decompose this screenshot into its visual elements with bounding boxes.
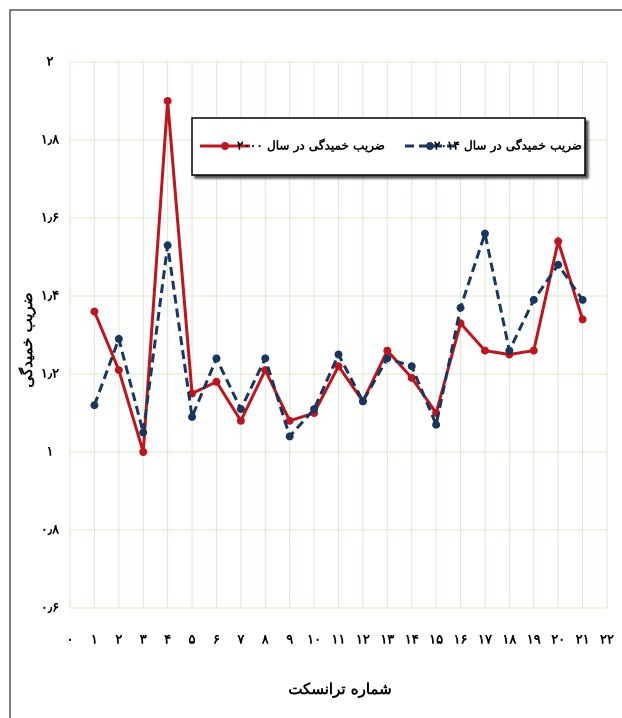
point xyxy=(334,350,343,359)
y-tick-label: ۲ xyxy=(47,55,54,70)
point xyxy=(139,448,148,456)
x-tick-label: ۱۵ xyxy=(429,633,443,648)
point xyxy=(139,428,148,437)
y-tick-label: ۱ xyxy=(47,445,54,460)
point xyxy=(578,315,587,324)
point xyxy=(505,346,514,355)
x-tick-label: ۱۴ xyxy=(405,633,419,648)
point xyxy=(236,416,245,425)
point xyxy=(407,362,416,371)
point xyxy=(480,346,489,355)
legend-label: ضریب خمیدگی در سال ۲۰۰۰ xyxy=(237,138,385,154)
point xyxy=(480,229,489,238)
point xyxy=(236,405,245,414)
point xyxy=(554,237,563,246)
point xyxy=(114,334,123,343)
x-axis-title: شماره ترانسکت xyxy=(288,680,391,698)
point xyxy=(188,412,197,421)
point xyxy=(578,295,587,304)
x-tick-label: ۱۷ xyxy=(478,633,493,648)
point xyxy=(310,405,319,414)
point xyxy=(456,303,465,312)
legend-marker xyxy=(221,142,229,150)
legend-box xyxy=(191,117,586,176)
point xyxy=(383,346,392,355)
x-tick-label: ۱۰ xyxy=(307,633,321,648)
x-tick-label: ۲ xyxy=(115,633,122,648)
point xyxy=(114,366,123,375)
legend-marker xyxy=(426,142,434,150)
x-tick-label: ۱۹ xyxy=(527,633,541,648)
point xyxy=(285,416,294,425)
point xyxy=(383,354,392,363)
x-tick-label: ۱۶ xyxy=(454,633,468,648)
y-axis-title: ضریب خمیدگی xyxy=(18,292,36,387)
x-tick-label: ۷ xyxy=(236,633,245,648)
y-tick-label: ۱٫۶ xyxy=(41,211,59,226)
point xyxy=(554,260,563,269)
point xyxy=(407,373,416,382)
x-tick-label: ۲۱ xyxy=(576,633,590,648)
point xyxy=(261,354,270,363)
x-tick-label: ۴ xyxy=(164,633,171,648)
x-tick-label: ۲۰ xyxy=(551,633,565,648)
x-tick-label: ۱۱ xyxy=(332,633,346,648)
point xyxy=(212,377,221,386)
y-tick-label: ۱٫۸ xyxy=(41,133,60,148)
y-tick-label: ۰٫۸ xyxy=(41,523,60,538)
x-tick-label: ۶ xyxy=(213,633,220,648)
x-tick-label: ۱ xyxy=(91,633,98,648)
point xyxy=(358,397,367,406)
x-tick-label: ۱۲ xyxy=(356,633,370,648)
y-tick-label: ۰٫۶ xyxy=(41,601,59,616)
x-tick-label: ۳ xyxy=(140,633,147,648)
point xyxy=(529,295,538,304)
x-tick-label: ۱۳ xyxy=(380,633,394,648)
x-tick-label: ۱۸ xyxy=(502,633,517,648)
point xyxy=(163,241,172,250)
x-tick-label: ۲۲ xyxy=(600,633,614,648)
point xyxy=(163,97,172,105)
point xyxy=(90,307,99,316)
point xyxy=(285,432,294,441)
x-tick-label: ۹ xyxy=(286,633,293,648)
point xyxy=(212,354,221,363)
point xyxy=(432,420,441,429)
point xyxy=(529,346,538,355)
legend-label: ضریب خمیدگی در سال ۲۰۱۴ xyxy=(434,138,582,154)
point xyxy=(334,362,343,371)
frame xyxy=(9,9,622,718)
x-tick-label: ۵ xyxy=(189,633,196,648)
y-tick-label: ۱٫۲ xyxy=(41,367,59,382)
y-tick-label: ۱٫۴ xyxy=(41,289,59,304)
x-tick-label: ۰ xyxy=(67,633,74,648)
x-tick-label: ۸ xyxy=(261,633,270,648)
point xyxy=(90,401,99,410)
